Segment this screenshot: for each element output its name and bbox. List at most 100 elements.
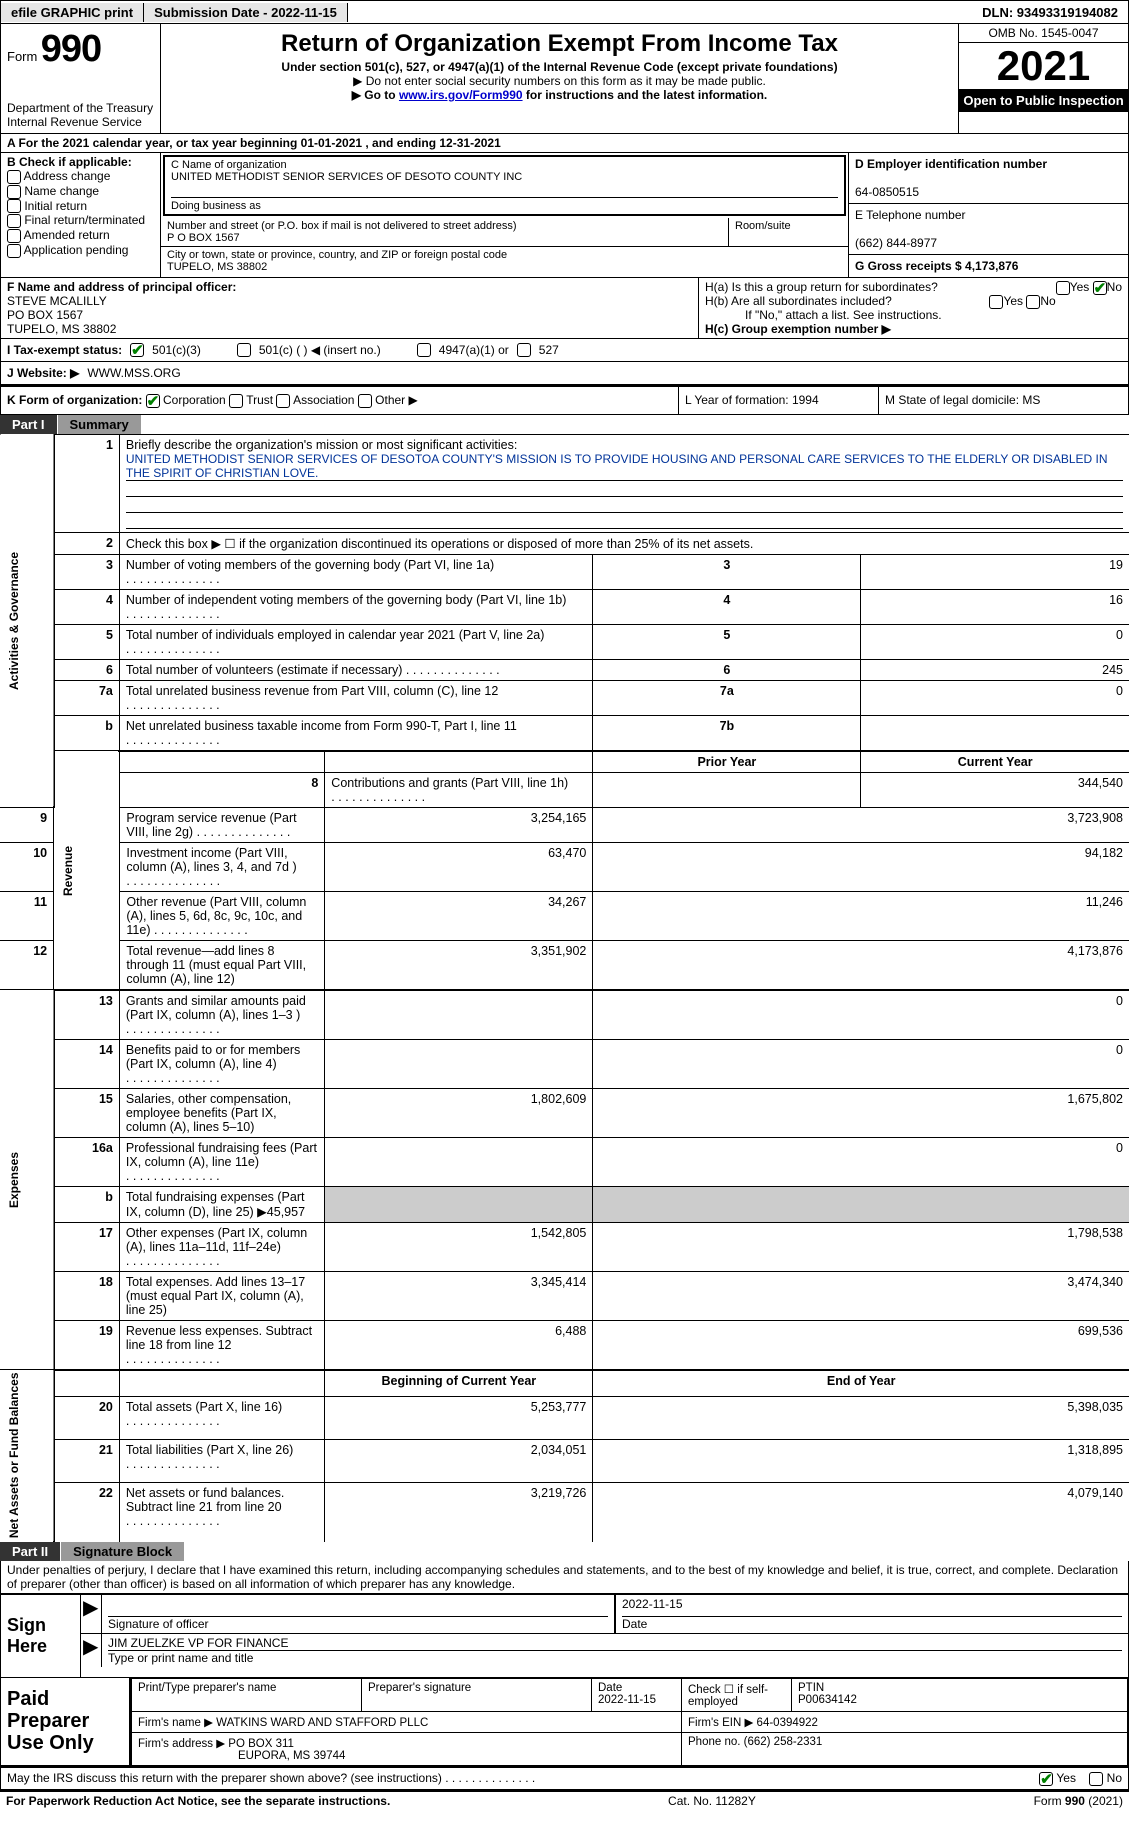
hb-no-check[interactable] (1026, 295, 1040, 309)
check-corp[interactable] (146, 394, 160, 408)
dln-label: DLN: 93493319194082 (972, 3, 1128, 22)
irs-link[interactable]: www.irs.gov/Form990 (399, 88, 523, 102)
sign-here-label: Sign Here (1, 1595, 81, 1677)
val-21-end: 1,318,895 (593, 1439, 1129, 1482)
sig-officer-label: Signature of officer (108, 1617, 608, 1631)
check-4947[interactable] (417, 343, 431, 357)
val-8-prior (593, 772, 861, 807)
form-word: Form (7, 49, 37, 64)
street-address: P O BOX 1567 (167, 232, 722, 244)
check-other-org[interactable] (358, 394, 372, 408)
submission-date: Submission Date - 2022-11-15 (144, 3, 348, 22)
firm-ein: 64-0394922 (757, 1717, 818, 1729)
discuss-no-check[interactable] (1089, 1772, 1103, 1786)
omb-number: OMB No. 1545-0047 (959, 24, 1128, 43)
check-trust[interactable] (229, 394, 243, 408)
box-b-checks: B Check if applicable: Address change Na… (1, 153, 161, 277)
val-19-prior: 6,488 (325, 1320, 593, 1370)
val-line7a: 0 (861, 680, 1129, 715)
form-footer-label: Form 990 (2021) (1034, 1794, 1123, 1808)
firm-name: WATKINS WARD AND STAFFORD PLLC (216, 1717, 428, 1729)
paperwork-notice: For Paperwork Reduction Act Notice, see … (6, 1794, 390, 1808)
check-final-return[interactable] (7, 214, 21, 228)
efile-print-button[interactable]: efile GRAPHIC print (1, 3, 144, 22)
prep-name-header: Print/Type preparer's name (132, 1678, 362, 1711)
val-17-curr: 1,798,538 (593, 1222, 1129, 1271)
tax-year: 2021 (959, 43, 1128, 89)
begin-year-header: Beginning of Current Year (325, 1370, 593, 1396)
val-line6: 245 (861, 659, 1129, 680)
prior-year-header: Prior Year (593, 751, 861, 773)
check-application-pending[interactable] (7, 244, 21, 258)
check-amended-return[interactable] (7, 229, 21, 243)
check-initial-return[interactable] (7, 199, 21, 213)
check-address-change[interactable] (7, 170, 21, 184)
arrow-icon: ▶ (81, 1595, 101, 1633)
ha-no-check[interactable] (1093, 281, 1107, 295)
principal-officer-box: F Name and address of principal officer:… (1, 278, 698, 338)
val-line7b (861, 715, 1129, 751)
val-15-curr: 1,675,802 (593, 1088, 1129, 1137)
form-number: 990 (41, 28, 101, 70)
check-name-change[interactable] (7, 185, 21, 199)
phone-value: (662) 844-8977 (855, 236, 937, 250)
val-15-prior: 1,802,609 (325, 1088, 593, 1137)
val-8-curr: 344,540 (861, 772, 1129, 807)
box-h-group: H(a) Is this a group return for subordin… (698, 278, 1128, 338)
prep-sig-header: Preparer's signature (362, 1678, 592, 1711)
ein-box: D Employer identification number 64-0850… (849, 153, 1128, 204)
val-20-begin: 5,253,777 (325, 1396, 593, 1439)
val-10-prior: 63,470 (325, 842, 593, 891)
form-subtitle-1: Under section 501(c), 527, or 4947(a)(1)… (169, 60, 950, 74)
top-bar: efile GRAPHIC print Submission Date - 20… (0, 0, 1129, 24)
irs-label: Internal Revenue Service (7, 115, 154, 129)
end-year-header: End of Year (593, 1370, 1129, 1396)
val-11-curr: 11,246 (593, 891, 1129, 940)
phone-box: E Telephone number (662) 844-8977 (849, 204, 1128, 255)
ein-value: 64-0850515 (855, 185, 919, 199)
val-13-curr: 0 (593, 990, 1129, 1040)
check-assoc[interactable] (276, 394, 290, 408)
discuss-yes-check[interactable] (1039, 1772, 1053, 1786)
hb-yes-check[interactable] (989, 295, 1003, 309)
website-value: WWW.MSS.ORG (87, 366, 180, 380)
val-11-prior: 34,267 (325, 891, 593, 940)
penalty-declaration: Under penalties of perjury, I declare th… (0, 1561, 1129, 1593)
line-a-tax-year: A For the 2021 calendar year, or tax yea… (0, 133, 1129, 152)
part-2-header: Part II Signature Block (0, 1542, 1129, 1561)
val-13-prior (325, 990, 593, 1040)
val-18-prior: 3,345,414 (325, 1271, 593, 1320)
officer-sign-date: 2022-11-15 (622, 1597, 1122, 1617)
val-22-end: 4,079,140 (593, 1482, 1129, 1542)
check-527[interactable] (517, 343, 531, 357)
state-domicile: M State of legal domicile: MS (878, 387, 1128, 414)
val-14-prior (325, 1039, 593, 1088)
open-public-badge: Open to Public Inspection (959, 89, 1128, 112)
val-14-curr: 0 (593, 1039, 1129, 1088)
ha-yes-check[interactable] (1056, 281, 1070, 295)
prep-ptin: P00634142 (798, 1694, 857, 1706)
website-label: J Website: ▶ (7, 366, 79, 380)
side-revenue: Revenue (54, 751, 120, 990)
val-16b-prior (325, 1186, 593, 1222)
firm-addr1: PO BOX 311 (228, 1738, 294, 1750)
room-suite-box: Room/suite (728, 218, 848, 247)
discuss-row: May the IRS discuss this return with the… (0, 1766, 1129, 1790)
officer-name: STEVE MCALILLY (7, 294, 107, 308)
paid-preparer-block: Paid Preparer Use Only Print/Type prepar… (0, 1678, 1129, 1766)
street-address-box: Number and street (or P.O. box if mail i… (161, 218, 728, 247)
tax-exempt-label: I Tax-exempt status: (7, 343, 122, 357)
val-21-begin: 2,034,051 (325, 1439, 593, 1482)
form-subtitle-2: ▶ Do not enter social security numbers o… (169, 74, 950, 88)
side-activities: Activities & Governance (0, 434, 54, 807)
firm-phone: (662) 258-2331 (744, 1736, 823, 1748)
city-box: City or town, state or province, country… (161, 247, 848, 275)
check-501c3[interactable] (130, 343, 144, 357)
val-16a-curr: 0 (593, 1137, 1129, 1186)
check-501c[interactable] (237, 343, 251, 357)
org-name: UNITED METHODIST SENIOR SERVICES OF DESO… (171, 171, 838, 183)
summary-table: Activities & Governance 1 Briefly descri… (0, 434, 1129, 1542)
sign-here-block: Sign Here ▶ Signature of officer 2022-11… (0, 1593, 1129, 1678)
val-16b-curr (593, 1186, 1129, 1222)
paid-preparer-label: Paid Preparer Use Only (1, 1678, 131, 1765)
